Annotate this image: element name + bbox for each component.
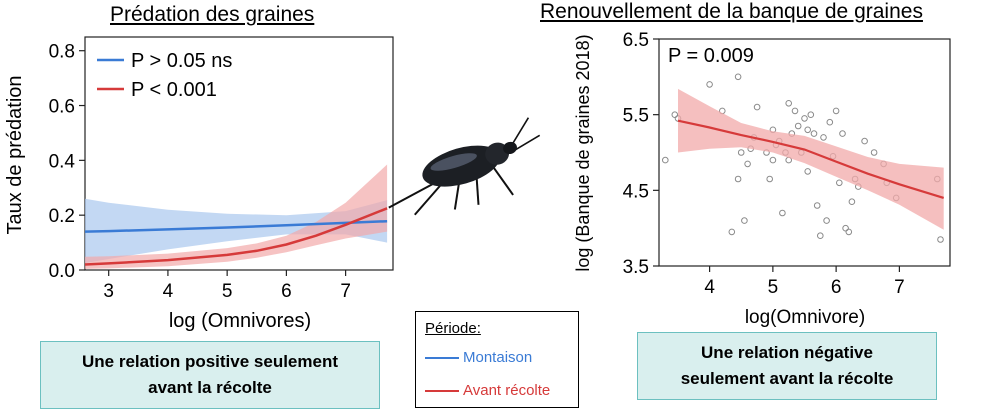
right-message-line-2: seulement avant la récolte — [680, 369, 894, 388]
left-chart-title: Prédation des graines — [110, 3, 315, 26]
seedbank-data-point — [662, 156, 669, 164]
avant-recolte-confidence-band — [85, 164, 388, 269]
seedbank-data-point — [734, 73, 742, 81]
right-message-box: Une relation négative seulement avant la… — [637, 332, 937, 400]
left-y-tick-label: 0.6 — [49, 97, 75, 118]
period-legend-title: Période: — [425, 320, 481, 337]
left-message-line-1: Une relation positive seulement — [81, 352, 338, 371]
left-y-tick-label: 0.4 — [49, 151, 76, 172]
left-x-tick-label: 3 — [103, 281, 114, 302]
period-legend-montaison: Montaison — [425, 349, 532, 366]
seedbank-data-point — [791, 107, 799, 115]
seedbank-data-point — [728, 228, 736, 236]
seedbank-data-point — [766, 175, 774, 183]
avant-recolte-fit-line — [84, 207, 388, 266]
seedbank-data-point — [671, 111, 679, 118]
left-y-tick-label: 0.0 — [49, 261, 75, 282]
seedbank-data-point — [785, 100, 793, 107]
seedbank-data-point — [861, 137, 868, 145]
seedbank-data-point — [842, 224, 849, 232]
predation-chart: 3 4 5 6 7 0.0 0.2 0.4 0.6 0.8 P > 0.05 ns P < 0.0… — [4, 36, 394, 332]
seedbank-data-point — [817, 232, 824, 239]
legend-sig-label: P < 0.001 — [131, 79, 217, 101]
right-y-tick-label: 6.5 — [623, 30, 649, 51]
seedbank-data-point — [820, 134, 827, 141]
left-plot-frame — [84, 36, 394, 271]
right-y-tick-label: 4.5 — [623, 181, 649, 202]
p-value-annotation: P = 0.009 — [668, 45, 754, 67]
right-x-tick-label: 7 — [894, 277, 905, 298]
montaison-swatch — [425, 356, 459, 359]
period-legend-avant-recolte: Avant récolte — [425, 382, 550, 399]
seedbank-data-point — [807, 111, 815, 118]
seedbank-data-point — [779, 209, 786, 217]
seedbank-data-point — [737, 149, 745, 156]
seedbank-data-point — [706, 81, 713, 88]
seedbank-confidence-band — [678, 88, 944, 230]
montaison-fit-line — [84, 219, 388, 233]
left-x-tick-label: 6 — [281, 281, 292, 302]
right-message-line-1: Une relation négative — [701, 343, 873, 362]
right-chart-title: Renouvellement de la banque de graines — [540, 0, 923, 23]
avant-recolte-swatch — [425, 389, 459, 392]
left-x-tick-label: 7 — [340, 281, 351, 302]
seedbank-data-point — [804, 168, 812, 175]
left-x-tick-label: 5 — [222, 281, 233, 302]
left-x-tick-label: 4 — [163, 281, 174, 302]
seedbank-data-point — [794, 122, 802, 130]
right-x-axis-label: log(Omnivore) — [745, 307, 865, 328]
right-x-tick-label: 5 — [768, 277, 779, 298]
seedbank-data-point — [832, 107, 840, 115]
seedbank-data-point — [744, 160, 751, 168]
right-y-tick-label: 3.5 — [623, 257, 649, 278]
seedbank-data-point — [741, 217, 748, 224]
period-legend: Période: Montaison Avant récolte — [415, 311, 579, 408]
seedbank-data-point — [753, 103, 761, 111]
seedbank-data-point — [734, 175, 742, 183]
seedbank-data-point — [845, 228, 853, 236]
avant-recolte-label: Avant récolte — [463, 382, 551, 399]
seedbank-data-point — [839, 130, 846, 137]
right-x-tick-label: 6 — [831, 277, 842, 298]
montaison-confidence-band — [85, 198, 388, 264]
seedbank-chart: 4 5 6 7 3.5 4.5 5.5 6.5 P = 0.009 log(Omnivore)… — [573, 30, 951, 328]
left-y-tick-label: 0.8 — [49, 42, 75, 63]
seedbank-data-point — [870, 149, 878, 156]
seedbank-fit-line — [677, 119, 945, 199]
seedbank-data-point — [848, 198, 856, 205]
left-y-axis-label: Taux de prédation — [4, 75, 26, 234]
seedbank-data-point — [826, 118, 834, 126]
montaison-label: Montaison — [463, 349, 533, 366]
seedbank-data-point — [801, 115, 808, 122]
seedbank-data-point — [804, 126, 812, 134]
right-x-tick-label: 4 — [704, 277, 715, 298]
ground-beetle-icon — [388, 117, 541, 216]
left-message-line-2: avant la récolte — [148, 378, 272, 397]
right-y-axis-label: log (Banque de graines 2018) — [573, 34, 593, 271]
seedbank-data-point — [813, 202, 821, 209]
right-y-tick-label: 5.5 — [623, 106, 649, 127]
left-y-tick-label: 0.2 — [49, 206, 75, 227]
seedbank-data-point — [836, 179, 843, 187]
right-plot-frame — [658, 38, 951, 267]
left-message-box: Une relation positive seulement avant la… — [40, 341, 380, 409]
seedbank-data-point — [823, 217, 830, 224]
left-x-axis-label: log (Omnivores) — [169, 310, 311, 332]
seedbank-data-point — [810, 130, 818, 137]
legend-ns-label: P > 0.05 ns — [131, 50, 232, 72]
seedbank-data-point — [769, 156, 777, 164]
seedbank-data-point — [937, 236, 944, 243]
